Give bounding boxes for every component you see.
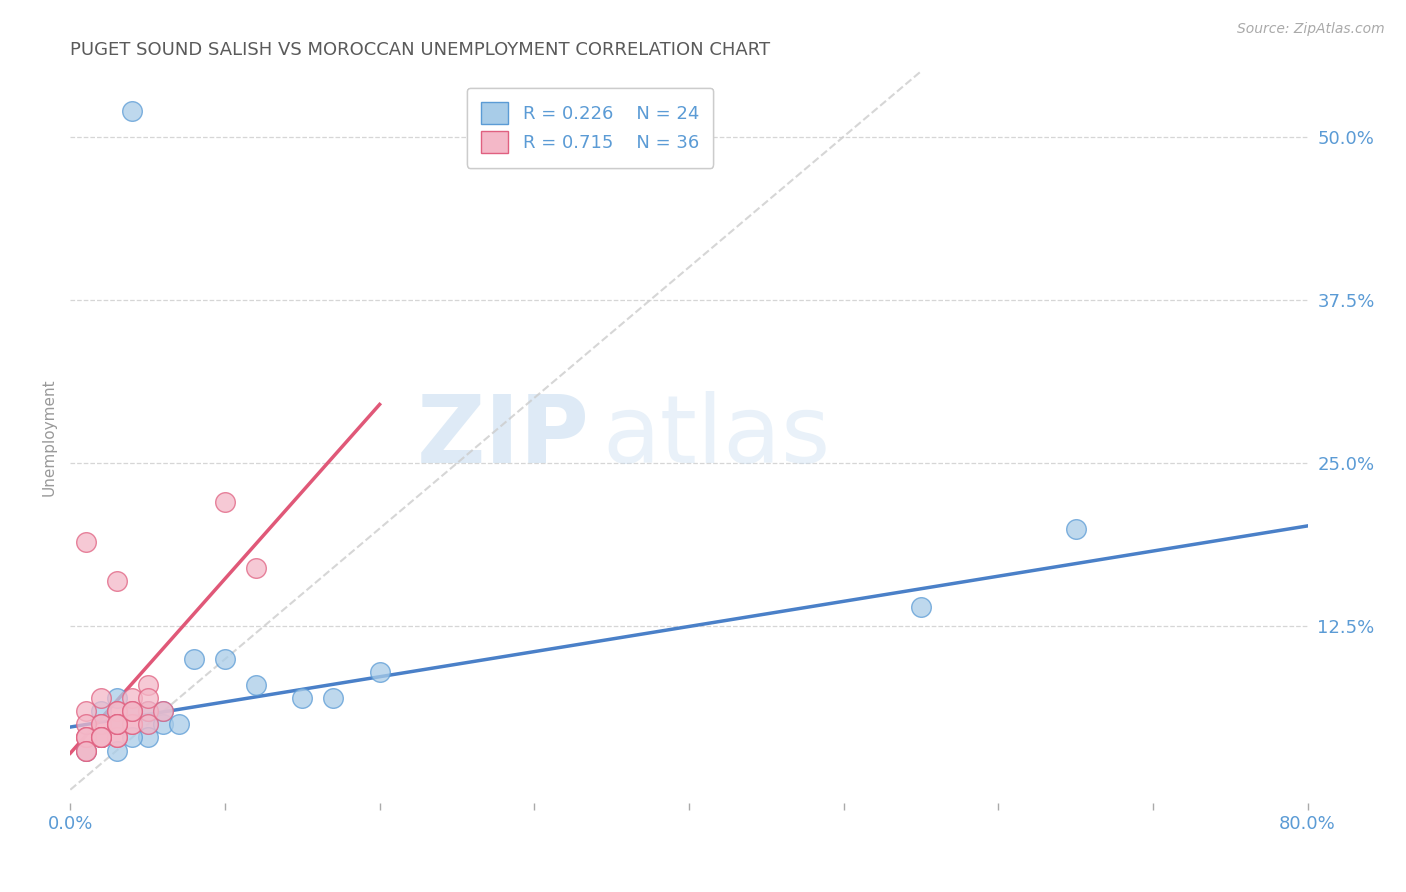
Point (152, 717, 174, 731)
Point (75, 743, 97, 757)
Point (75, 534, 97, 549)
Point (121, 705, 143, 719)
Point (105, 731, 128, 745)
Point (90, 717, 112, 731)
Point (245, 560, 267, 574)
Point (121, 705, 143, 719)
Point (75, 731, 97, 745)
Point (75, 717, 97, 731)
Point (105, 717, 128, 731)
Point (214, 652, 236, 666)
Point (75, 731, 97, 745)
Point (105, 731, 128, 745)
Point (105, 705, 128, 719)
Point (105, 717, 128, 731)
Point (136, 731, 159, 745)
Point (183, 652, 205, 666)
Y-axis label: Unemployment: Unemployment (41, 378, 56, 496)
Point (368, 665, 391, 680)
Text: Source: ZipAtlas.com: Source: ZipAtlas.com (1237, 22, 1385, 37)
Point (90, 691, 112, 706)
Point (136, 678, 159, 692)
Point (90, 705, 112, 719)
Text: atlas: atlas (602, 391, 831, 483)
Point (136, 717, 159, 731)
Point (75, 743, 97, 757)
Point (90, 731, 112, 745)
Point (90, 731, 112, 745)
Point (75, 731, 97, 745)
Point (105, 717, 128, 731)
Point (105, 717, 128, 731)
Legend: R = 0.226    N = 24, R = 0.715    N = 36: R = 0.226 N = 24, R = 0.715 N = 36 (467, 87, 713, 168)
Point (291, 691, 314, 706)
Point (136, 717, 159, 731)
Point (152, 705, 174, 719)
Point (121, 705, 143, 719)
Point (136, 705, 159, 719)
Point (121, 691, 143, 706)
Point (75, 705, 97, 719)
Point (105, 691, 128, 706)
Point (245, 678, 267, 692)
Point (90, 717, 112, 731)
Point (167, 717, 190, 731)
Point (121, 731, 143, 745)
Point (322, 691, 344, 706)
Point (90, 731, 112, 745)
Point (152, 705, 174, 719)
Point (90, 731, 112, 745)
Point (90, 731, 112, 745)
Point (1064, 521, 1087, 535)
Point (121, 103, 143, 118)
Point (105, 705, 128, 719)
Point (214, 495, 236, 509)
Point (121, 717, 143, 731)
Point (105, 743, 128, 757)
Point (105, 574, 128, 588)
Point (136, 705, 159, 719)
Point (90, 731, 112, 745)
Point (910, 599, 932, 614)
Text: PUGET SOUND SALISH VS MOROCCAN UNEMPLOYMENT CORRELATION CHART: PUGET SOUND SALISH VS MOROCCAN UNEMPLOYM… (70, 41, 770, 59)
Point (90, 731, 112, 745)
Point (136, 691, 159, 706)
Point (121, 717, 143, 731)
Text: ZIP: ZIP (418, 391, 591, 483)
Point (75, 743, 97, 757)
